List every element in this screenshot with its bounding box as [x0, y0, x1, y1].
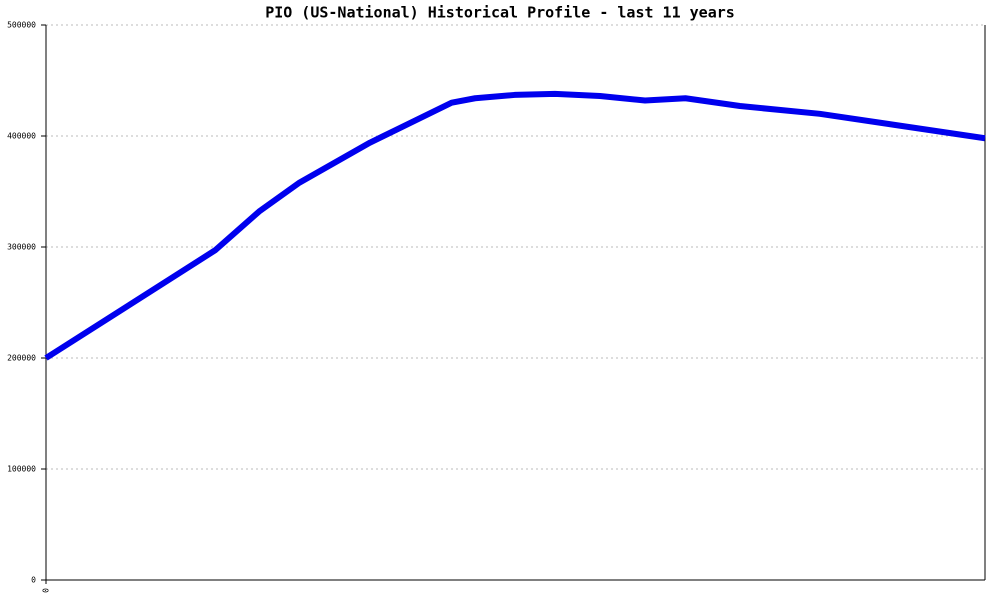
y-tick-label: 0 [31, 576, 36, 585]
y-tick-label: 300000 [7, 243, 36, 252]
chart-title: PIO (US-National) Historical Profile - l… [265, 4, 735, 22]
x-tick-label: 0 [42, 588, 51, 593]
y-tick-label: 100000 [7, 465, 36, 474]
y-tick-label: 200000 [7, 354, 36, 363]
data-line [44, 90, 986, 361]
y-tick-label: 400000 [7, 132, 36, 141]
y-tick-label: 500000 [7, 21, 36, 30]
